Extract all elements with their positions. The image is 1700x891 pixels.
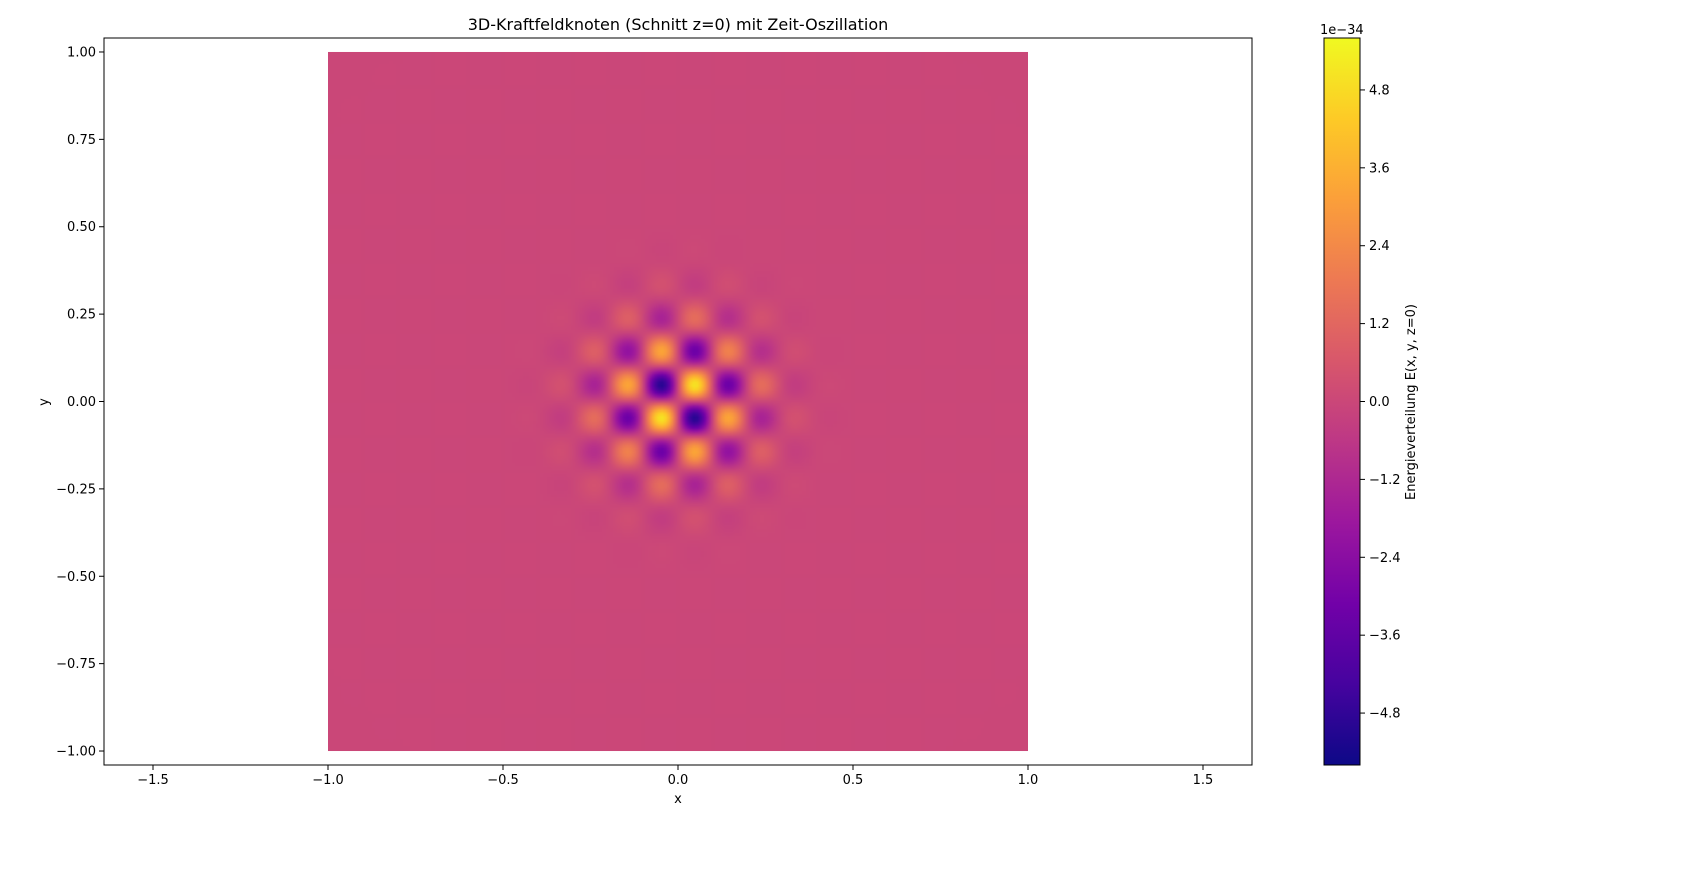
chart-title: 3D-Kraftfeldknoten (Schnitt z=0) mit Zei… xyxy=(468,15,889,34)
y-tick-label: −0.75 xyxy=(56,657,96,672)
x-tick-label: −0.5 xyxy=(487,773,519,788)
y-tick-label: 0.25 xyxy=(67,308,96,323)
colorbar-tick-label: −1.2 xyxy=(1369,473,1401,488)
y-tick-label: 0.50 xyxy=(67,220,96,235)
y-tick-label: 0.75 xyxy=(67,133,96,148)
colorbar-label: Energieverteilung E(x, y, z=0) xyxy=(1404,304,1419,500)
x-tick-label: 1.0 xyxy=(1018,773,1039,788)
colorbar-tick-label: −3.6 xyxy=(1369,629,1401,644)
y-tick-label: −1.00 xyxy=(56,745,96,760)
colorbar-tick-label: 2.4 xyxy=(1369,239,1390,254)
x-tick-label: 0.0 xyxy=(668,773,689,788)
colorbar-tick-label: 1.2 xyxy=(1369,317,1390,332)
colorbar-gradient xyxy=(1324,38,1360,765)
x-tick-label: 0.5 xyxy=(843,773,864,788)
y-tick-label: 1.00 xyxy=(67,45,96,60)
heatmap-image xyxy=(328,52,1028,751)
colorbar-tick-label: −2.4 xyxy=(1369,551,1401,566)
y-tick-label: −0.25 xyxy=(56,482,96,497)
colorbar-tick-label: 3.6 xyxy=(1369,161,1390,176)
y-tick-label: 0.00 xyxy=(67,395,96,410)
x-tick-label: −1.0 xyxy=(312,773,344,788)
y-tick-label: −0.50 xyxy=(56,570,96,585)
x-tick-label: −1.5 xyxy=(137,773,169,788)
y-axis-label: y xyxy=(37,398,52,406)
colorbar-tick-label: 4.8 xyxy=(1369,83,1390,98)
colorbar-tick-label: 0.0 xyxy=(1369,395,1390,410)
colorbar-tick-label: −4.8 xyxy=(1369,707,1401,722)
x-axis-label: x xyxy=(674,792,682,807)
colorbar-offset-text: 1e−34 xyxy=(1320,23,1364,38)
x-tick-label: 1.5 xyxy=(1193,773,1214,788)
